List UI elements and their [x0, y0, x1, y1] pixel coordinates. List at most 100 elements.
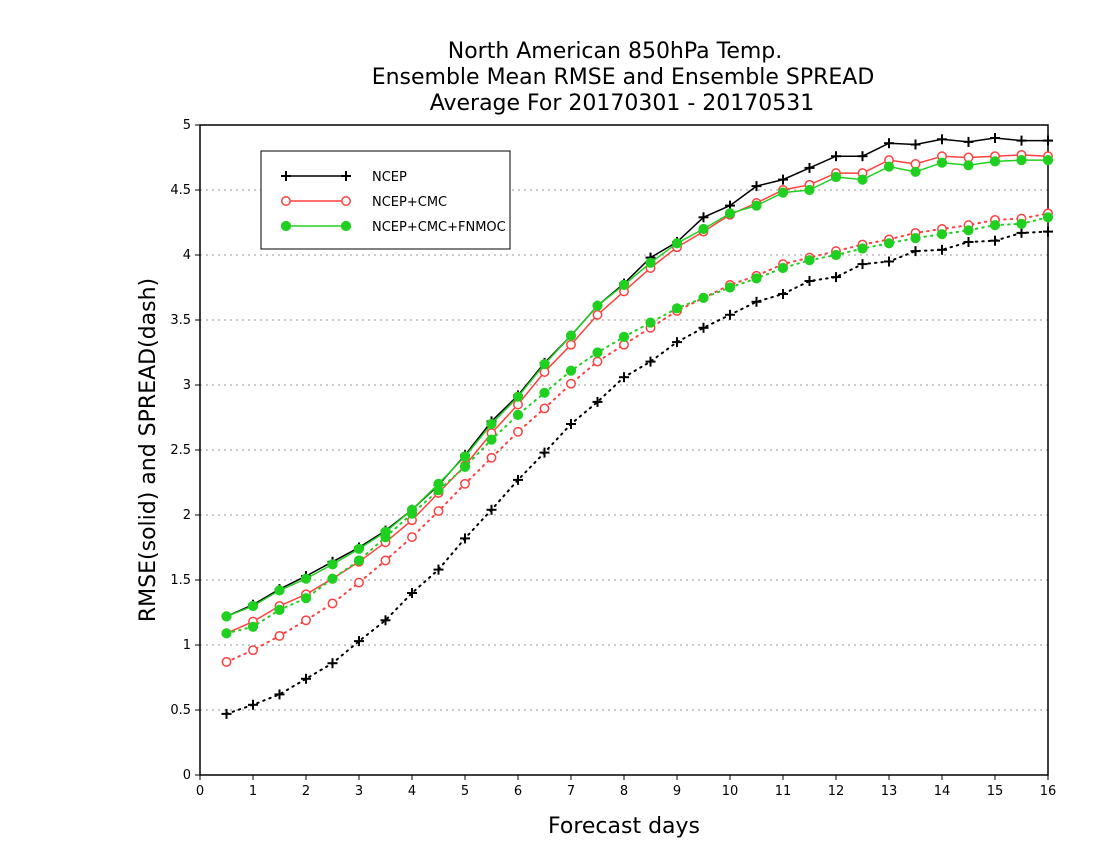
x-tick-label: 2: [302, 784, 310, 799]
data-point-ncep-rmse: [857, 151, 868, 162]
data-point-ncep-spread: [301, 673, 311, 684]
series-ncep-cmc-fnmoc-rmse: [221, 155, 1054, 622]
data-point-ncep-cmc-fnmoc-spread: [698, 292, 709, 303]
data-point-ncep-cmc-fnmoc-rmse: [645, 257, 656, 268]
data-point-ncep-cmc-fnmoc-spread: [221, 628, 232, 639]
data-point-ncep-cmc-fnmoc-rmse: [565, 330, 577, 341]
data-point-ncep-cmc-fnmoc-rmse: [539, 359, 550, 370]
data-point-ncep-cmc-fnmoc-spread: [724, 282, 736, 293]
data-point-ncep-spread: [672, 337, 682, 348]
x-tick-label: 10: [722, 784, 739, 799]
x-tick-label: 0: [196, 784, 204, 799]
data-point-ncep-spread: [831, 272, 841, 283]
x-axis-label: Forecast days: [548, 814, 700, 839]
y-axis-label: RMSE(solid) and SPREAD(dash): [136, 278, 161, 622]
data-point-ncep-cmc-spread: [354, 577, 364, 588]
data-point-ncep-cmc-fnmoc-spread: [300, 593, 312, 604]
y-tick-label: 4: [183, 248, 191, 263]
data-point-ncep-cmc-fnmoc-rmse: [1042, 155, 1054, 166]
legend-marker: [281, 171, 291, 181]
data-point-ncep-spread: [407, 588, 417, 598]
x-tick-label: 13: [881, 784, 898, 799]
data-point-ncep-cmc-fnmoc-rmse: [512, 391, 524, 402]
legend-item: NCEP+CMC: [281, 195, 447, 210]
data-point-ncep-cmc-fnmoc-spread: [327, 573, 338, 584]
data-point-ncep-spread: [460, 533, 470, 544]
legend-label: NCEP+CMC: [372, 195, 447, 210]
data-point-ncep-cmc-fnmoc-spread: [539, 387, 550, 398]
data-point-ncep-cmc-fnmoc-rmse: [274, 585, 285, 596]
data-point-ncep-cmc-fnmoc-rmse: [936, 157, 948, 168]
data-point-ncep-spread: [354, 636, 364, 647]
data-point-ncep-spread: [698, 322, 709, 333]
data-point-ncep-rmse: [910, 139, 921, 150]
data-point-ncep-cmc-fnmoc-rmse: [963, 160, 974, 171]
x-tick-label: 12: [828, 784, 845, 799]
series-line-ncep-spread: [225, 230, 1049, 715]
data-point-ncep-cmc-fnmoc-rmse: [989, 156, 1001, 167]
data-point-ncep-rmse: [990, 133, 1000, 143]
data-point-ncep-cmc-fnmoc-spread: [486, 434, 497, 445]
data-point-ncep-cmc-fnmoc-spread: [645, 317, 656, 328]
y-tick-label: 2.5: [170, 443, 191, 458]
data-point-ncep-spread: [963, 237, 974, 247]
data-point-ncep-cmc-fnmoc-spread: [1016, 218, 1027, 229]
data-point-ncep-cmc-fnmoc-rmse: [618, 279, 630, 290]
data-point-ncep-cmc-fnmoc-spread: [618, 331, 630, 342]
data-point-ncep-cmc-fnmoc-spread: [433, 485, 444, 496]
data-point-ncep-cmc-fnmoc-spread: [830, 249, 842, 261]
legend-box: [260, 150, 511, 250]
data-point-ncep-cmc-fnmoc-rmse: [751, 200, 762, 211]
data-point-ncep-cmc-fnmoc-spread: [353, 555, 365, 566]
data-point-ncep-rmse: [937, 134, 947, 145]
data-point-ncep-spread: [778, 289, 788, 299]
data-point-ncep-cmc-fnmoc-rmse: [910, 166, 921, 177]
data-point-ncep-cmc-fnmoc-rmse: [486, 418, 497, 430]
legend-marker: [340, 220, 352, 232]
data-point-ncep-rmse: [1016, 135, 1027, 146]
data-point-ncep-cmc-fnmoc-spread: [592, 347, 603, 358]
y-tick-label: 4.5: [170, 183, 191, 198]
data-point-ncep-spread: [380, 615, 391, 626]
data-point-ncep-cmc-fnmoc-rmse: [300, 573, 312, 584]
data-point-ncep-spread: [751, 296, 762, 307]
data-point-ncep-cmc-fnmoc-rmse: [724, 208, 736, 219]
data-point-ncep-spread: [592, 396, 603, 407]
data-point-ncep-cmc-fnmoc-rmse: [247, 600, 259, 612]
grid-lines: [200, 189, 1048, 711]
data-point-ncep-rmse: [963, 136, 974, 147]
data-point-ncep-rmse: [751, 181, 762, 192]
data-point-ncep-spread: [248, 699, 258, 710]
data-point-ncep-cmc-spread: [380, 555, 391, 566]
data-point-ncep-spread: [274, 689, 285, 700]
data-point-ncep-cmc-fnmoc-spread: [565, 365, 577, 376]
data-point-ncep-spread: [619, 372, 629, 383]
data-point-ncep-rmse: [698, 212, 709, 223]
y-tick-label: 2: [183, 508, 191, 523]
data-point-ncep-cmc-fnmoc-rmse: [777, 187, 789, 198]
series-ncep-cmc-fnmoc-spread: [221, 212, 1054, 639]
data-point-ncep-spread: [513, 474, 523, 485]
data-point-ncep-spread: [221, 708, 232, 719]
data-point-ncep-rmse: [778, 174, 788, 185]
data-point-ncep-spread: [990, 235, 1000, 246]
data-point-ncep-cmc-spread: [566, 378, 576, 389]
data-point-ncep-spread: [804, 276, 815, 286]
series-ncep-cmc-spread: [221, 208, 1053, 667]
axis-ticks: 00.511.522.533.544.550 1 2 3 4 5 6 7 8 9 10 11 12 13 1…: [170, 118, 1056, 799]
data-point-ncep-spread: [433, 564, 444, 575]
data-point-ncep-cmc-fnmoc-rmse: [698, 223, 709, 235]
data-point-ncep-spread: [857, 259, 868, 270]
y-tick-label: 0.5: [170, 703, 191, 718]
y-tick-label: 0: [183, 768, 191, 783]
data-point-ncep-cmc-fnmoc-spread: [671, 303, 683, 314]
data-point-ncep-spread: [937, 244, 947, 255]
data-point-ncep-cmc-fnmoc-rmse: [671, 238, 683, 249]
data-point-ncep-cmc-fnmoc-spread: [1042, 212, 1054, 223]
data-point-ncep-cmc-fnmoc-spread: [989, 220, 1001, 231]
data-point-ncep-spread: [645, 356, 656, 367]
data-point-ncep-cmc-fnmoc-rmse: [327, 559, 338, 570]
data-point-ncep-spread: [1016, 227, 1027, 238]
data-point-ncep-cmc-spread: [248, 645, 258, 656]
